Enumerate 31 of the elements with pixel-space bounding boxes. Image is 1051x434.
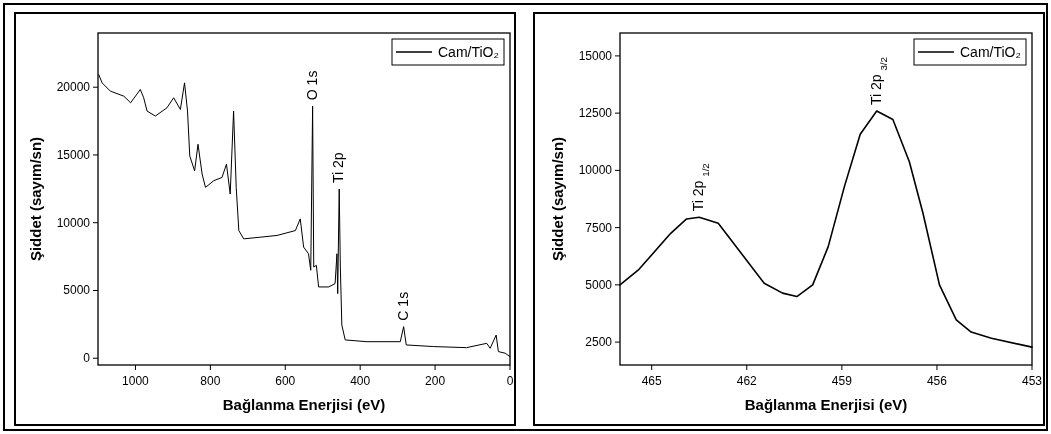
x-tick-label: 400 [350, 374, 371, 388]
x-tick-label: 600 [275, 374, 296, 388]
y-tick-label: 10000 [578, 163, 613, 178]
x-tick-label: 459 [831, 374, 853, 388]
x-tick-label: 1000 [122, 374, 150, 388]
y-axis-title: Şiddet (sayım/sn) [549, 136, 566, 262]
y-tick-label: 2500 [585, 335, 613, 350]
legend-label: Cam/TiO₂ [438, 44, 499, 60]
legend-label: Cam/TiO₂ [960, 44, 1021, 60]
x-tick-label: 453 [1021, 374, 1043, 388]
y-axis-title: Şiddet (sayım/sn) [27, 136, 44, 262]
y-tick-label: 15000 [56, 147, 91, 162]
y-tick-label: 15000 [578, 48, 613, 63]
y-tick-label: 5000 [585, 277, 613, 292]
y-tick-label: 7500 [585, 220, 613, 235]
x-tick-label: 200 [425, 374, 446, 388]
annotation: O 1s [303, 70, 320, 101]
x-tick-label: 456 [926, 374, 948, 388]
annotation: Ti 2p [330, 152, 347, 184]
x-tick-label: 465 [641, 374, 663, 388]
x-tick-label: 0 [506, 374, 514, 388]
x-tick-label: 800 [200, 374, 221, 388]
annotation: C 1s [394, 291, 411, 321]
x-tick-label: 462 [736, 374, 758, 388]
y-tick-label: 12500 [578, 106, 613, 121]
x-axis-title: Bağlanma Enerjisi (eV) [744, 396, 908, 413]
y-tick-label: 0 [83, 351, 91, 366]
x-axis-title: Bağlanma Enerjisi (eV) [222, 396, 386, 413]
y-tick-label: 10000 [56, 215, 91, 230]
y-tick-label: 20000 [56, 80, 91, 95]
y-tick-label: 5000 [63, 283, 91, 298]
